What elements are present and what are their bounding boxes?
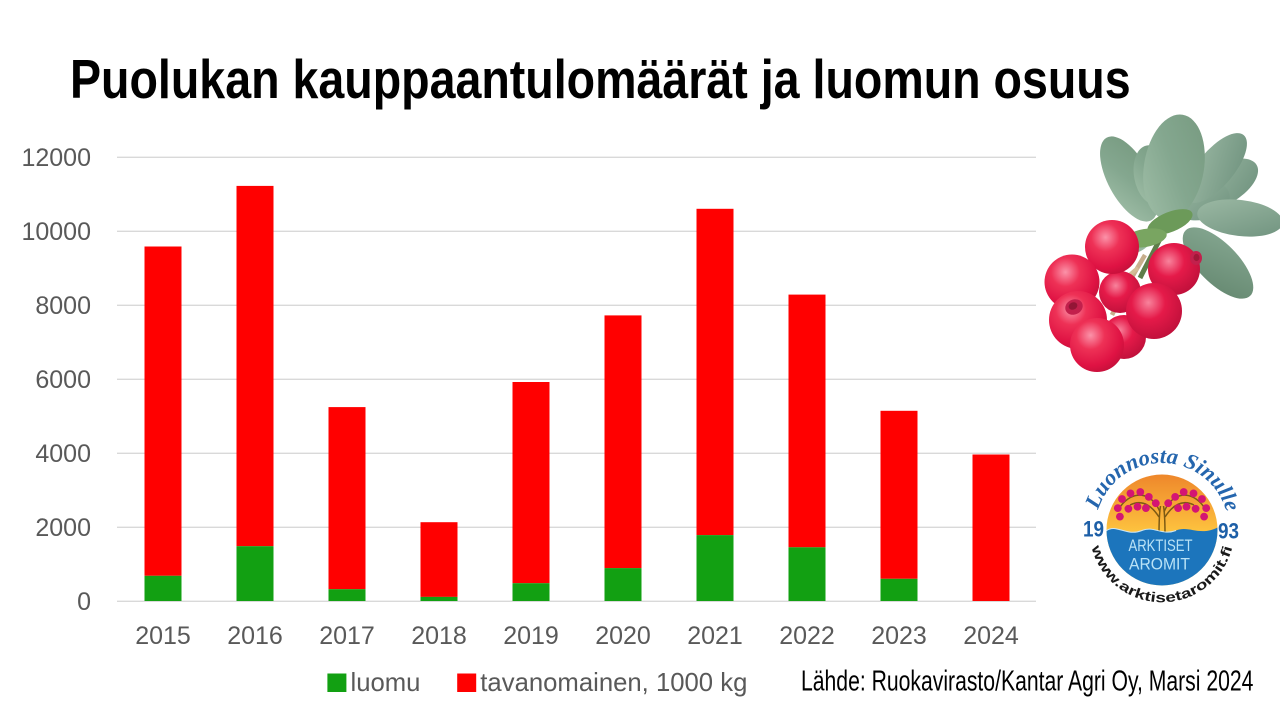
svg-text:2021: 2021 [687, 622, 743, 650]
svg-text:Lähde: Ruokavirasto/Kantar Agr: Lähde: Ruokavirasto/Kantar Agri Oy, Mars… [801, 665, 1253, 697]
svg-text:2017: 2017 [319, 622, 375, 650]
svg-text:6000: 6000 [35, 366, 91, 394]
svg-text:2022: 2022 [779, 622, 835, 650]
svg-text:4000: 4000 [35, 440, 91, 468]
svg-text:12000: 12000 [21, 144, 91, 172]
svg-text:2023: 2023 [871, 622, 927, 650]
svg-text:ARKTISET: ARKTISET [1129, 536, 1193, 555]
svg-text:2016: 2016 [227, 622, 283, 650]
svg-text:2024: 2024 [963, 622, 1019, 650]
svg-text:tavanomainen, 1000 kg: tavanomainen, 1000 kg [480, 669, 747, 697]
svg-text:19: 19 [1083, 517, 1104, 542]
svg-text:AROMIT: AROMIT [1129, 555, 1190, 574]
svg-text:2000: 2000 [35, 514, 91, 542]
svg-text:luomu: luomu [351, 669, 421, 697]
svg-text:8000: 8000 [35, 292, 91, 320]
svg-text:2015: 2015 [135, 622, 191, 650]
svg-text:10000: 10000 [21, 218, 91, 246]
svg-text:2018: 2018 [411, 622, 467, 650]
svg-text:0: 0 [77, 588, 91, 616]
svg-text:93: 93 [1218, 519, 1239, 544]
svg-text:2020: 2020 [595, 622, 651, 650]
svg-text:2019: 2019 [503, 622, 559, 650]
